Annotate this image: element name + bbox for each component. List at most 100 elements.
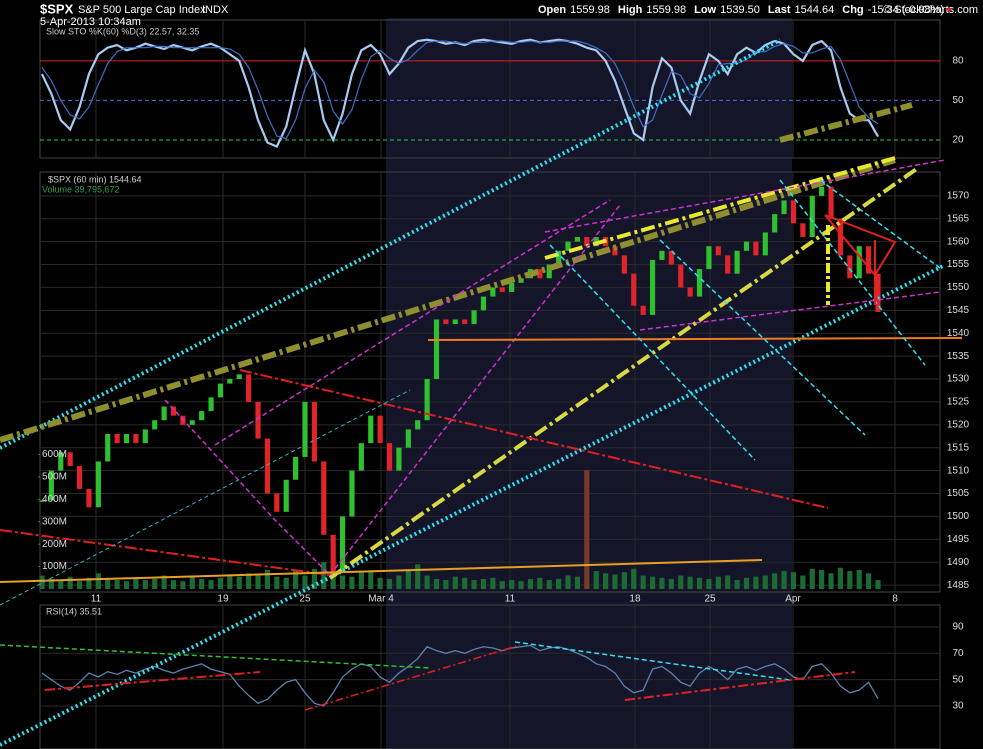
volume-bar: [715, 576, 721, 589]
candle: [330, 534, 336, 572]
volume-bar: [725, 575, 731, 589]
trendline: [639, 291, 941, 331]
volume-bar: [264, 569, 271, 589]
candle: [565, 241, 571, 251]
candle: [631, 273, 637, 306]
trendline: [544, 156, 896, 260]
y-tick-label: 1525: [947, 397, 970, 408]
volume-bar: [123, 581, 130, 589]
candle: [321, 461, 327, 535]
candle: [668, 250, 674, 265]
candle: [396, 447, 402, 471]
trendline: [328, 166, 920, 580]
volume-bar: [696, 577, 703, 589]
volume-bar: [67, 576, 73, 589]
sto-title: Slow STO %K(60) %D(3) 22.57, 32.35: [46, 26, 199, 36]
y2-tick-label: 300M: [42, 516, 67, 527]
y-tick-label: 1490: [947, 557, 970, 568]
volume-bar: [443, 580, 449, 589]
x-tick-label: 11: [91, 594, 102, 605]
trendline: [0, 559, 763, 583]
candle: [170, 406, 177, 416]
volume-bar: [753, 576, 759, 589]
candle: [67, 452, 73, 467]
candle: [349, 470, 355, 517]
volume-bar: [612, 574, 618, 589]
candle: [856, 246, 862, 279]
volume-bar: [584, 470, 590, 589]
trendline: [0, 529, 331, 576]
volume-bar: [706, 578, 712, 589]
candle: [95, 461, 101, 508]
volume-bar: [217, 577, 224, 589]
volume-bar: [76, 581, 83, 589]
candle: [255, 401, 261, 439]
y-tick-label: 50: [952, 674, 964, 685]
y-tick-label: 1565: [947, 213, 970, 224]
y-tick-label: 80: [952, 56, 964, 67]
y-tick-label: 1560: [947, 236, 970, 247]
candle: [274, 493, 280, 512]
volume-bar: [180, 581, 186, 589]
y-tick-label: 1520: [947, 419, 970, 430]
symbol: $SPX: [40, 1, 74, 16]
quote-label: Last: [768, 4, 791, 16]
volume-bar: [189, 576, 195, 589]
volume-bar: [640, 575, 646, 589]
volume-bar: [349, 576, 355, 589]
candle: [612, 246, 618, 256]
candle: [123, 433, 130, 444]
candle: [640, 305, 646, 315]
candle: [236, 374, 242, 380]
candle: [76, 466, 83, 489]
candle: [480, 296, 487, 311]
y-tick-label: 1515: [947, 442, 970, 453]
volume-bar: [95, 573, 101, 589]
trendline: [779, 102, 913, 143]
quote-label: Low: [694, 4, 716, 16]
candle: [415, 420, 421, 430]
candle: [293, 456, 299, 480]
quote: Open 1559.98 High 1559.98 Low 1539.50 Last 1544…: [538, 4, 953, 16]
y2-tick-label: 600M: [42, 449, 67, 460]
volume-bar: [668, 578, 674, 589]
y2-tick-label: 100M: [42, 561, 67, 572]
candle: [142, 429, 148, 444]
trendline: [659, 239, 866, 436]
volume-bar: [377, 577, 383, 589]
candle: [199, 411, 205, 421]
y-tick-label: 1495: [947, 534, 970, 545]
volume-bar: [856, 569, 862, 589]
volume-bar: [734, 580, 740, 589]
y2-tick-label: 500M: [42, 472, 67, 483]
volume-bar: [687, 576, 693, 589]
candle: [208, 397, 214, 412]
volume-bar: [274, 576, 280, 589]
y-tick-label: 1505: [947, 488, 970, 499]
sto-panel: [39, 19, 941, 159]
candle: [368, 415, 374, 444]
candle: [114, 433, 120, 444]
candle: [753, 241, 759, 256]
y-tick-label: 90: [952, 622, 964, 633]
candle: [725, 255, 731, 274]
candle: [39, 500, 45, 502]
volume-bar: [574, 576, 580, 589]
x-tick-label: 19: [217, 594, 229, 605]
candle: [875, 273, 881, 312]
candle: [227, 379, 233, 384]
candle: [847, 255, 853, 279]
index-name: S&P 500 Large Cap Index: [78, 4, 206, 16]
y-tick-label: 1485: [947, 580, 970, 591]
period-shade: [386, 18, 792, 749]
trendline: [164, 399, 331, 576]
volume-bar: [631, 568, 637, 589]
y-tick-label: 1545: [947, 305, 970, 316]
volume-bar: [39, 575, 45, 589]
source: © StockCharts.com: [883, 4, 978, 16]
candle: [48, 470, 54, 501]
volume-bar: [114, 580, 120, 589]
volume-bar: [227, 574, 233, 589]
volume-bar: [781, 571, 787, 589]
